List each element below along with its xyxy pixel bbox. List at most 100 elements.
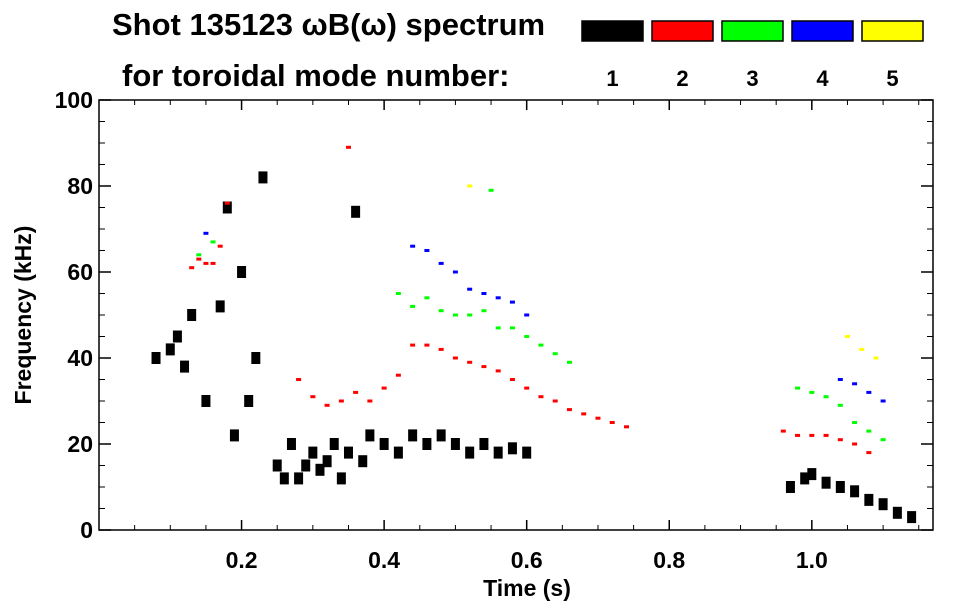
- data-point: [410, 304, 416, 308]
- data-point: [852, 382, 858, 386]
- y-tick-label: 100: [55, 87, 93, 113]
- data-point: [509, 300, 515, 304]
- x-tick-label: 0.2: [226, 547, 258, 573]
- data-point: [222, 201, 232, 214]
- data-point: [365, 429, 375, 442]
- data-point: [343, 446, 353, 459]
- data-point: [224, 201, 230, 205]
- data-point: [215, 300, 225, 313]
- data-point: [315, 463, 325, 476]
- y-tick-label: 40: [67, 345, 93, 371]
- data-point: [308, 446, 318, 459]
- data-point: [538, 343, 544, 347]
- data-point: [859, 347, 865, 351]
- data-point: [524, 313, 530, 317]
- data-point: [807, 468, 817, 481]
- legend-swatch: [721, 20, 784, 42]
- data-point: [479, 438, 489, 450]
- data-point: [345, 145, 351, 149]
- data-point: [286, 438, 296, 450]
- legend-label: 4: [816, 66, 829, 91]
- legend-label: 5: [886, 66, 898, 91]
- data-point: [852, 421, 858, 424]
- data-point: [438, 309, 444, 313]
- data-point: [507, 442, 517, 455]
- data-point: [509, 326, 515, 330]
- plot-frame: [98, 99, 934, 531]
- data-point: [495, 326, 501, 330]
- data-point: [251, 352, 261, 364]
- data-point: [880, 438, 886, 442]
- data-point: [795, 386, 801, 390]
- legend-label: 1: [606, 66, 618, 91]
- data-point: [217, 244, 223, 248]
- data-point: [866, 429, 872, 433]
- data-point: [258, 171, 268, 184]
- data-point: [581, 412, 587, 416]
- data-point: [272, 459, 282, 472]
- data-point: [493, 446, 503, 459]
- data-point: [424, 296, 430, 300]
- data-point: [852, 442, 858, 446]
- data-point: [538, 395, 544, 399]
- data-point: [522, 446, 532, 459]
- data-point: [837, 403, 843, 407]
- data-point: [187, 309, 197, 321]
- axes: 0.2 0.4 0.6 0.8 1.0 0 20 40 60 80 100: [55, 87, 933, 573]
- data-point: [780, 429, 786, 433]
- data-point: [165, 343, 175, 356]
- data-point: [495, 296, 501, 300]
- data-point: [379, 438, 389, 450]
- data-point: [203, 261, 209, 265]
- data-point: [410, 244, 416, 248]
- data-point: [438, 261, 444, 265]
- data-point: [408, 429, 418, 442]
- data-point: [395, 373, 401, 377]
- data-point: [821, 476, 831, 489]
- data-point: [907, 511, 917, 524]
- data-point: [422, 438, 432, 450]
- data-point: [524, 335, 530, 338]
- legend-swatch: [861, 20, 924, 42]
- data-point: [395, 292, 401, 295]
- data-point: [322, 455, 332, 468]
- data-point: [878, 498, 888, 511]
- data-point: [481, 365, 487, 369]
- legend-swatch: [791, 20, 854, 42]
- series-2: [189, 145, 872, 455]
- data-point: [481, 309, 487, 313]
- chart-subtitle: for toroidal mode number:: [122, 58, 510, 93]
- data-point: [301, 459, 311, 472]
- x-tick-label: 0.8: [653, 547, 685, 573]
- data-point: [835, 481, 845, 493]
- data-point: [873, 356, 879, 360]
- data-point: [866, 451, 872, 455]
- data-point: [465, 446, 475, 459]
- data-point: [338, 399, 344, 403]
- data-point: [452, 270, 458, 274]
- data-point: [552, 352, 558, 356]
- chart-title: Shot 135123 ωB(ω) spectrum: [112, 7, 545, 42]
- data-point: [866, 390, 872, 394]
- data-point: [795, 433, 801, 437]
- series-4: [203, 231, 886, 403]
- data-point: [892, 506, 902, 519]
- legend-swatch: [651, 20, 714, 42]
- y-tick-label: 80: [67, 173, 93, 199]
- data-point: [481, 292, 487, 295]
- data-point: [438, 347, 444, 351]
- data-point: [424, 343, 430, 347]
- data-point: [210, 261, 216, 265]
- data-point: [488, 188, 494, 192]
- data-point: [467, 360, 473, 364]
- data-point: [850, 485, 860, 498]
- data-point: [151, 352, 161, 364]
- data-point: [410, 343, 416, 347]
- data-point: [381, 386, 387, 390]
- data-point: [467, 287, 473, 291]
- data-point: [785, 481, 795, 493]
- data-point: [351, 205, 361, 218]
- x-tick-label: 0.4: [368, 547, 400, 573]
- y-tick-label: 20: [67, 431, 93, 457]
